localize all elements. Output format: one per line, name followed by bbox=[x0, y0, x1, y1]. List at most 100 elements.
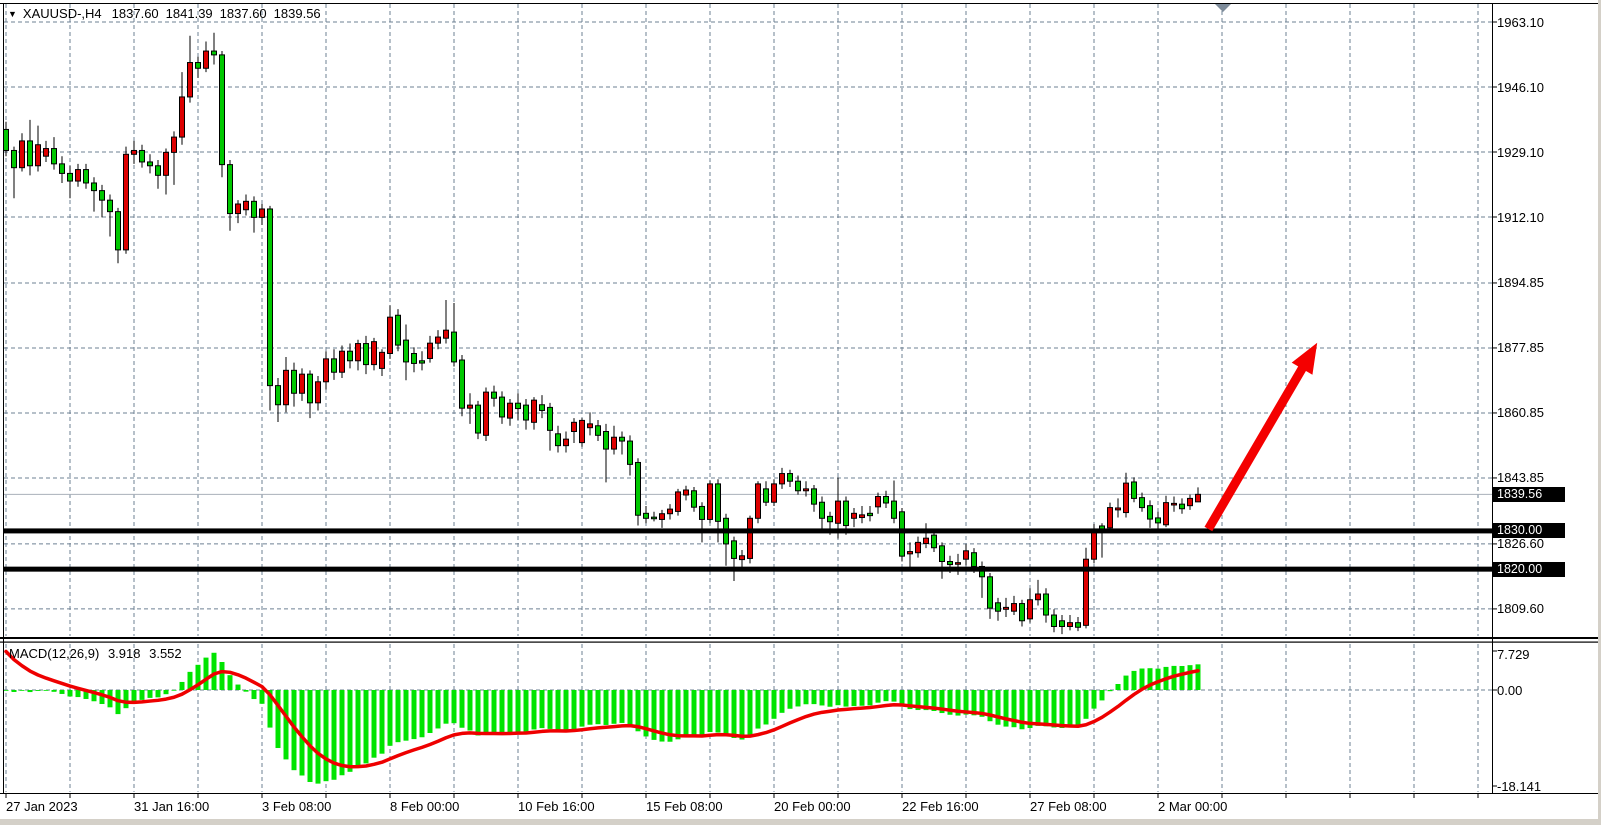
macd-histogram-bar bbox=[915, 690, 921, 711]
candle-body bbox=[1067, 622, 1073, 627]
candle-body bbox=[67, 172, 73, 182]
macd-histogram-bar bbox=[19, 690, 25, 691]
trend-arrow-head[interactable] bbox=[1291, 342, 1318, 375]
candle-body bbox=[1107, 507, 1113, 529]
macd-histogram-bar bbox=[851, 690, 857, 707]
candle-body bbox=[395, 314, 401, 346]
macd-histogram-bar bbox=[251, 690, 257, 700]
macd-histogram-bar bbox=[171, 689, 177, 691]
candle-body bbox=[307, 373, 313, 404]
macd-histogram-bar bbox=[499, 690, 505, 735]
macd-histogram-bar bbox=[315, 690, 321, 784]
candle-body bbox=[219, 54, 225, 166]
macd-histogram-bar bbox=[827, 690, 833, 707]
candle-body bbox=[83, 169, 89, 184]
panel-separator-line[interactable] bbox=[0, 641, 1601, 643]
price-axis-label: 1809.60 bbox=[1497, 601, 1544, 617]
candle-body bbox=[1035, 593, 1041, 601]
candle-body bbox=[555, 433, 561, 447]
macd-histogram-bar bbox=[371, 690, 377, 758]
panel-separator-line[interactable] bbox=[0, 637, 1601, 639]
trend-arrow-line[interactable] bbox=[1204, 361, 1309, 532]
macd-histogram-bar bbox=[1155, 668, 1161, 690]
candle-body bbox=[659, 513, 665, 520]
candle-body bbox=[459, 359, 465, 409]
macd-histogram-bar bbox=[715, 690, 721, 733]
macd-histogram-bar bbox=[555, 690, 561, 731]
macd-histogram-bar bbox=[787, 690, 793, 709]
macd-histogram-bar bbox=[419, 690, 425, 738]
macd-histogram-bar bbox=[331, 690, 337, 780]
candle-body bbox=[1059, 620, 1065, 628]
candle-body bbox=[627, 440, 633, 465]
macd-histogram-bar bbox=[1075, 690, 1081, 728]
candle-body bbox=[995, 602, 1001, 612]
macd-histogram-bar bbox=[843, 690, 849, 707]
time-axis-label: 2 Mar 00:00 bbox=[1158, 799, 1228, 814]
macd-histogram-bar bbox=[603, 690, 609, 725]
macd-histogram-bar bbox=[971, 690, 977, 716]
candle-body bbox=[195, 62, 201, 69]
chart-title: ▼ XAUUSD-,H4 1837.60 1841.39 1837.60 183… bbox=[8, 6, 321, 21]
price-axis-label: 1929.10 bbox=[1497, 144, 1544, 160]
macd-histogram-bar bbox=[347, 690, 353, 772]
candle-body bbox=[963, 550, 969, 560]
support-line[interactable] bbox=[4, 566, 1492, 572]
macd-histogram-bar bbox=[747, 690, 753, 736]
candle-body bbox=[59, 163, 65, 174]
candle-body bbox=[403, 339, 409, 363]
candle-body bbox=[707, 483, 713, 520]
candle-body bbox=[123, 153, 129, 251]
macd-histogram-bar bbox=[155, 690, 161, 698]
candle-body bbox=[499, 396, 505, 418]
candle-body bbox=[1075, 622, 1081, 628]
macd-histogram-bar bbox=[627, 690, 633, 725]
candle-body bbox=[267, 208, 273, 387]
scroll-position-marker-icon[interactable] bbox=[1215, 4, 1231, 12]
candle-body bbox=[243, 200, 249, 211]
candle-body bbox=[427, 342, 433, 359]
macd-histogram-bar bbox=[691, 690, 697, 736]
price-axis-label: 1894.85 bbox=[1497, 275, 1544, 291]
macd-signal-value: 3.552 bbox=[149, 646, 182, 661]
candle-body bbox=[251, 200, 257, 218]
candle-body bbox=[315, 381, 321, 404]
symbol-selector-triangle-icon[interactable]: ▼ bbox=[8, 8, 17, 19]
macd-histogram-bar bbox=[1059, 690, 1065, 728]
candle-body bbox=[11, 149, 17, 169]
candle-body bbox=[435, 336, 441, 344]
ohlc-high: 1841.39 bbox=[165, 6, 213, 21]
candle-body bbox=[819, 501, 825, 519]
ohlc-open: 1837.60 bbox=[111, 6, 159, 21]
macd-histogram-bar bbox=[467, 690, 473, 731]
macd-histogram-bar bbox=[1051, 690, 1057, 728]
macd-histogram-bar bbox=[859, 690, 865, 706]
macd-histogram-bar bbox=[947, 690, 953, 715]
macd-histogram-bar bbox=[211, 652, 217, 690]
candle-body bbox=[739, 555, 745, 561]
candle-body bbox=[571, 421, 577, 432]
candle-body bbox=[875, 496, 881, 508]
macd-histogram-bar bbox=[1187, 665, 1193, 690]
candle-body bbox=[787, 473, 793, 482]
current-price-badge: 1839.56 bbox=[1493, 486, 1565, 502]
candle-body bbox=[827, 515, 833, 523]
support-line[interactable] bbox=[4, 528, 1492, 534]
candle-body bbox=[795, 480, 801, 492]
macd-axis-label: 7.729 bbox=[1497, 647, 1530, 662]
candle-body bbox=[139, 149, 145, 163]
macd-histogram-bar bbox=[571, 690, 577, 729]
candle-body bbox=[931, 534, 937, 549]
candle-body bbox=[467, 404, 473, 409]
macd-histogram-bar bbox=[491, 690, 497, 734]
macd-histogram-bar bbox=[403, 690, 409, 741]
candle-body bbox=[955, 562, 961, 565]
macd-histogram-bar bbox=[3, 690, 9, 691]
macd-histogram-bar bbox=[27, 690, 33, 693]
macd-histogram-bar bbox=[411, 690, 417, 740]
candle-body bbox=[1171, 502, 1177, 506]
candle-body bbox=[603, 431, 609, 450]
macd-histogram-bar bbox=[771, 690, 777, 719]
macd-histogram-bar bbox=[667, 690, 673, 742]
